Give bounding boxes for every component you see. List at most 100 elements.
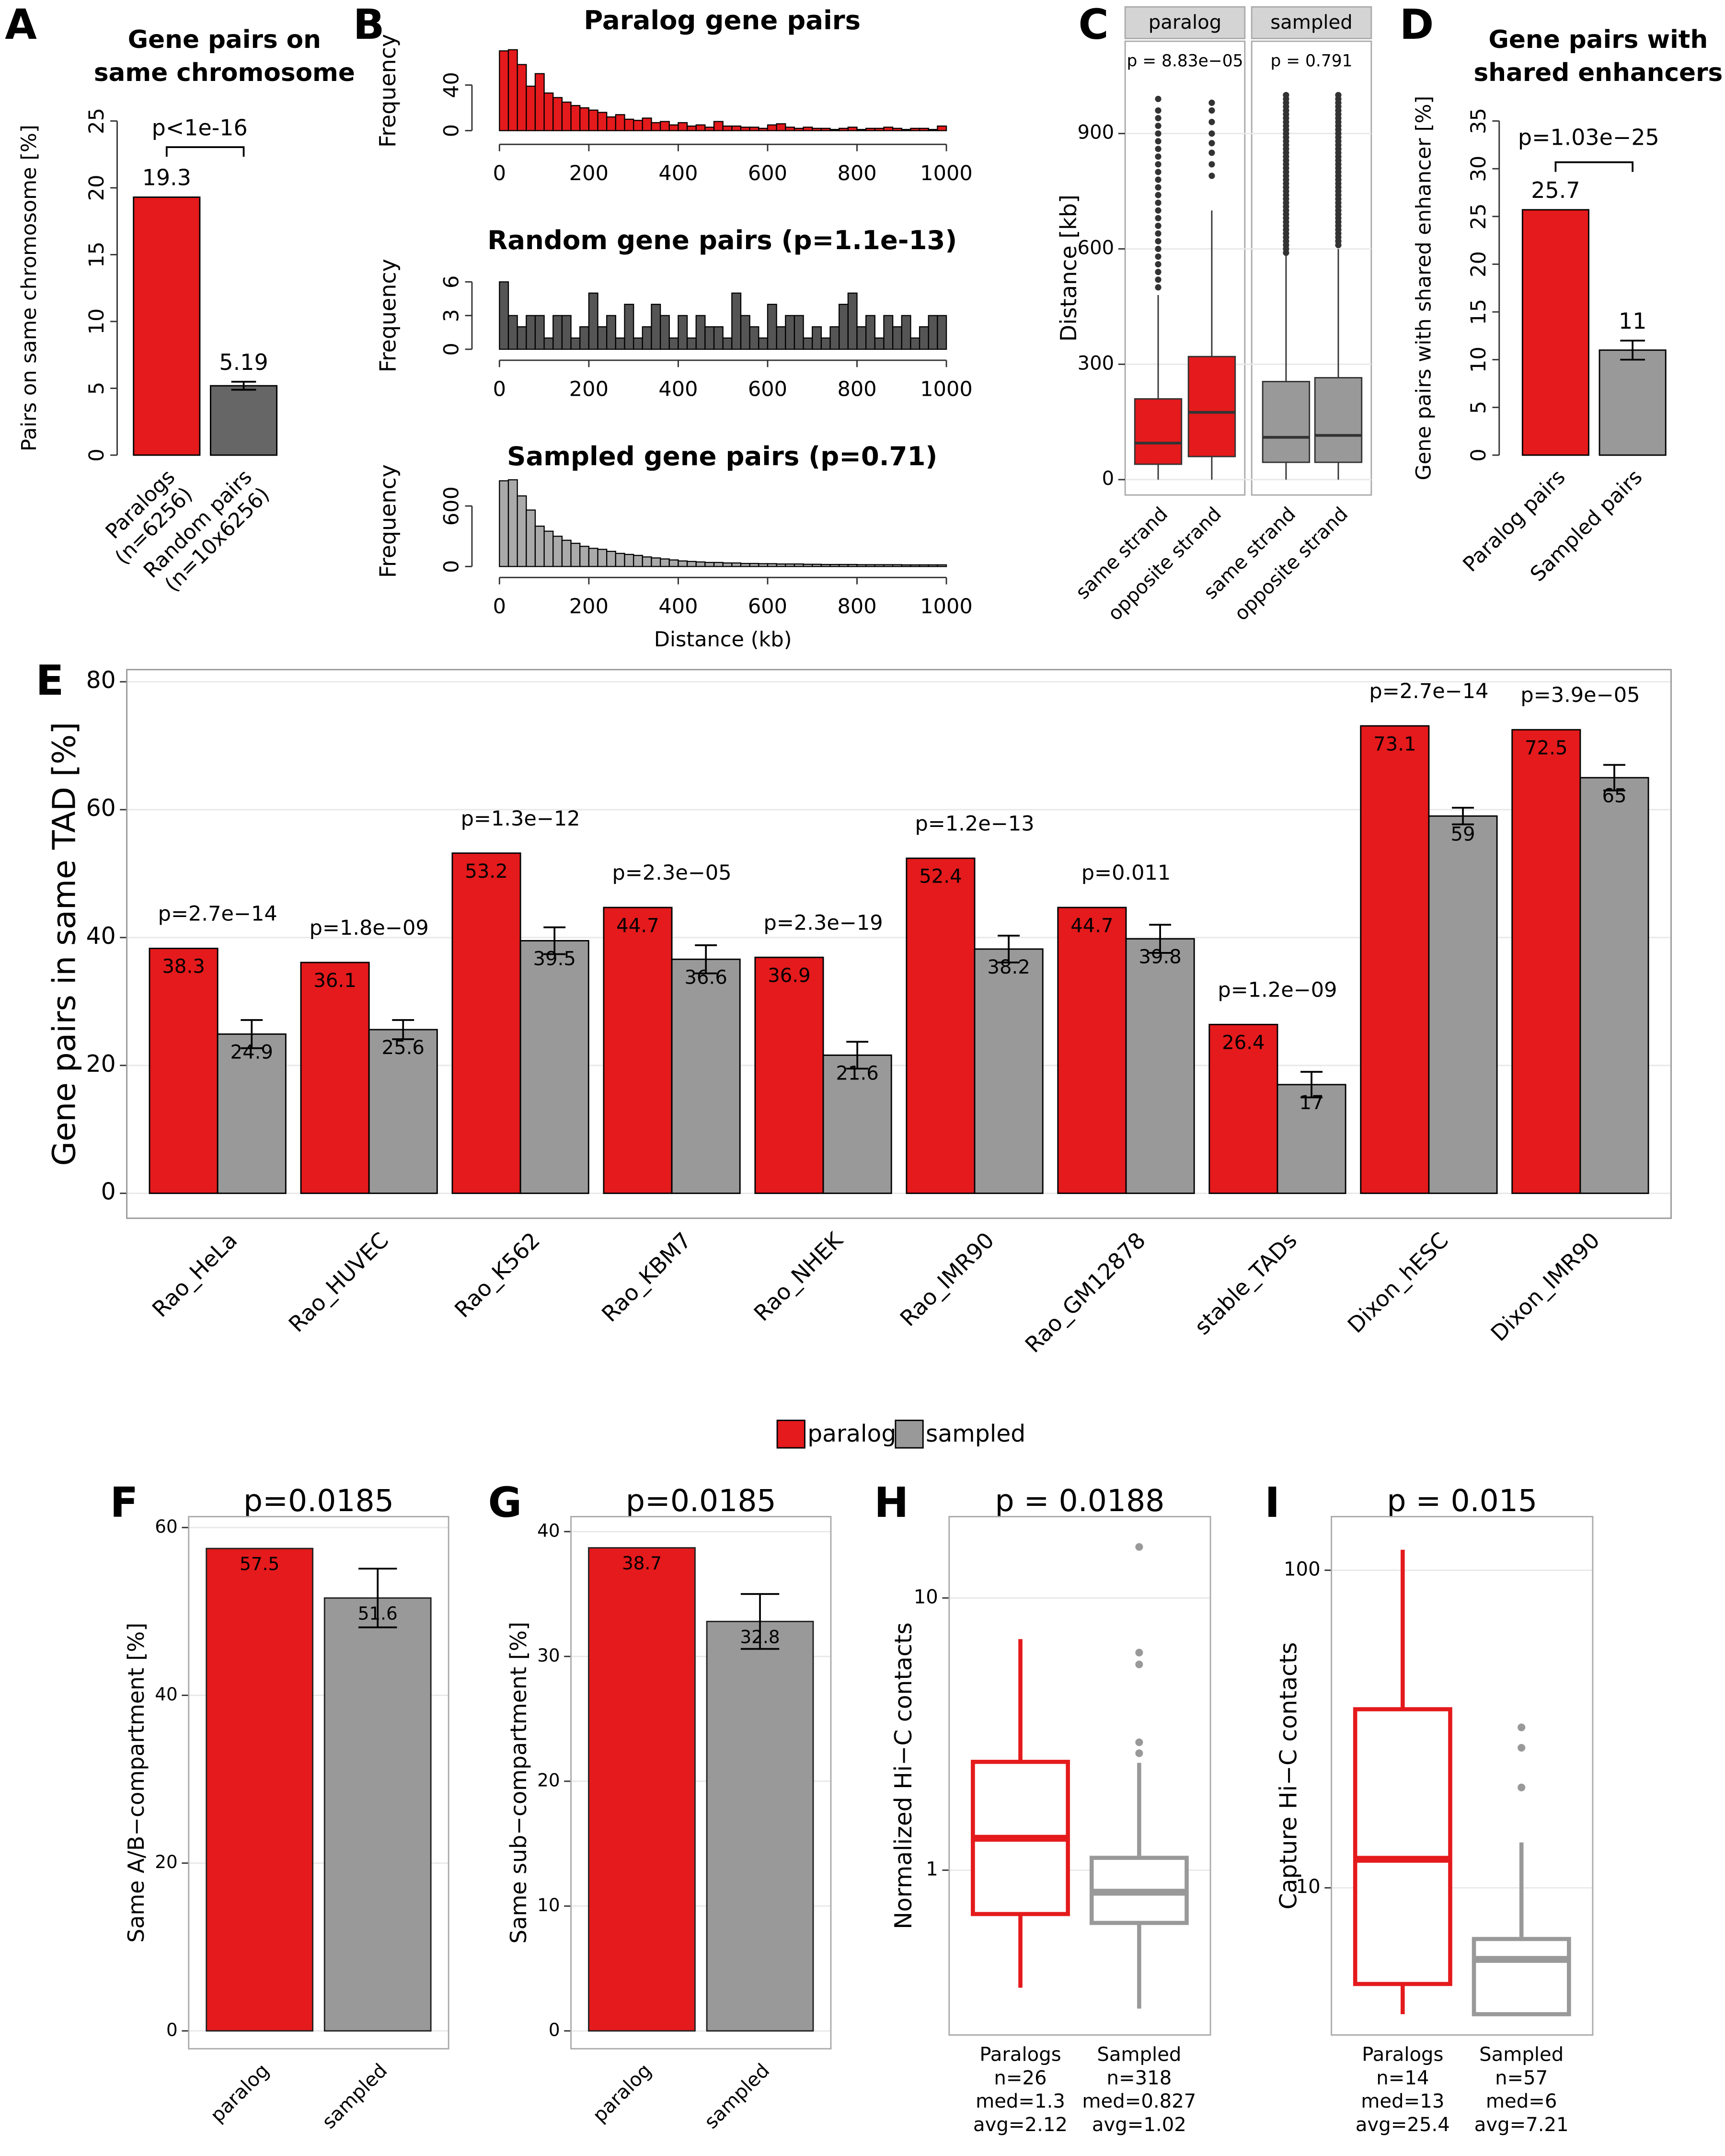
box [1134, 398, 1183, 465]
histogram-bar [892, 564, 902, 567]
chart-title: Random gene pairs (p=1.1e-13) [487, 225, 957, 255]
histogram-bar [883, 315, 894, 350]
histogram-bar [633, 337, 643, 350]
histogram-bar [776, 326, 786, 350]
outlier [1518, 1783, 1526, 1791]
histogram-bar [642, 556, 652, 567]
histogram-bar [847, 126, 858, 131]
histogram-bar [874, 337, 885, 350]
bar [671, 958, 741, 1194]
bar [368, 1029, 438, 1194]
facet-label: sampled [1270, 11, 1353, 34]
y-tick-label: 0 [1467, 448, 1491, 461]
histogram-bar [534, 73, 545, 131]
value-label: 26.4 [1222, 1032, 1265, 1054]
y-tick-label: 35 [1467, 108, 1491, 134]
y-tick-label: 100 [1284, 1558, 1321, 1580]
outlier [1155, 123, 1162, 129]
value-label: 36.9 [768, 964, 810, 986]
histogram-bar [633, 555, 643, 567]
value-label: 19.3 [142, 165, 191, 191]
histogram-bar [794, 315, 804, 350]
p-value: p=1.8e−09 [310, 916, 429, 940]
histogram-bar [597, 326, 608, 350]
histogram-bar [695, 561, 706, 567]
x-tick-label: paralog [588, 2060, 656, 2127]
x-tick-label: Sampled [1097, 2043, 1181, 2065]
x-tick-label: 200 [569, 378, 609, 401]
histogram-bar [794, 127, 804, 131]
histogram-bar [517, 495, 527, 567]
histogram-bar [847, 564, 858, 567]
y-tick-label: 40 [155, 1684, 177, 1705]
y-tick-label: 0 [549, 2019, 560, 2040]
bar [1057, 906, 1127, 1194]
facet-strip [1251, 6, 1372, 39]
histogram-bar [758, 563, 769, 567]
x-tick-label: Rao_NHEK [749, 1227, 849, 1326]
histogram-bar [865, 127, 875, 131]
value-label: 38.2 [987, 956, 1030, 978]
histogram-bar [749, 326, 759, 350]
histogram-bar [579, 546, 590, 567]
x-tick-label: 600 [748, 161, 787, 185]
y-tick-label: 30 [1467, 156, 1491, 182]
panel-letter: A [5, 1, 37, 49]
histogram-bar [570, 105, 581, 131]
histogram-bar [839, 564, 849, 567]
y-tick-label: 0 [166, 2019, 178, 2040]
plot-frame [126, 669, 1672, 1219]
outlier [1155, 269, 1162, 275]
outlier [1155, 245, 1162, 252]
x-tick-label: 400 [658, 595, 698, 619]
panel-letter: H [874, 1479, 908, 1527]
y-tick-label: 0 [439, 343, 463, 356]
outlier [1155, 161, 1162, 168]
plot-frame [188, 1516, 449, 2050]
histogram-bar [803, 563, 813, 567]
histogram-bar [552, 97, 563, 131]
y-axis-label: Frequency [375, 464, 401, 578]
value-label: 44.7 [1070, 915, 1113, 937]
histogram-bar [758, 337, 769, 350]
histogram-bar [686, 125, 697, 131]
histogram-bar [740, 315, 750, 350]
bar [1208, 1023, 1278, 1194]
histogram-bar [865, 564, 875, 567]
y-tick-label: 600 [439, 486, 463, 526]
histogram-bar [651, 304, 661, 350]
bar [706, 1620, 814, 2032]
histogram-bar [668, 337, 679, 350]
value-label: 38.3 [162, 956, 205, 978]
p-value: p=1.03e−25 [1518, 124, 1659, 150]
y-tick-label: 0 [439, 560, 463, 573]
x-tick-label: paralog [207, 2060, 274, 2127]
histogram-bar [517, 64, 527, 131]
chart-title: Gene pairs on [128, 25, 321, 54]
x-tick-label: Rao_HeLa [147, 1227, 242, 1322]
p-value: p=0.011 [1081, 861, 1171, 885]
outlier [1283, 92, 1289, 99]
histogram-bar [678, 560, 688, 567]
histogram-bar [526, 85, 536, 131]
x-tick-label: 1000 [920, 161, 973, 185]
x-tick-label: 200 [569, 161, 609, 185]
bar [451, 852, 521, 1194]
histogram-bar [507, 315, 518, 350]
histogram-bar [758, 127, 769, 131]
y-axis-label: Pairs on same chromosome [%] [17, 125, 41, 451]
x-tick-label: Rao_GM12878 [1020, 1227, 1150, 1357]
histogram-bar [829, 129, 840, 131]
value-label: 25.6 [382, 1037, 425, 1059]
panel-letter: E [35, 657, 64, 705]
histogram-bar [767, 563, 777, 567]
histogram-bar [910, 337, 920, 350]
histogram-bar [928, 315, 938, 350]
histogram-bar [561, 539, 572, 567]
x-tick-label: Dixon_hESC [1343, 1227, 1453, 1338]
y-tick-label: 0 [85, 448, 109, 461]
histogram-bar [839, 127, 849, 131]
bar [300, 962, 370, 1194]
outlier [1208, 172, 1215, 179]
x-tick-label: same strand [1071, 503, 1172, 604]
